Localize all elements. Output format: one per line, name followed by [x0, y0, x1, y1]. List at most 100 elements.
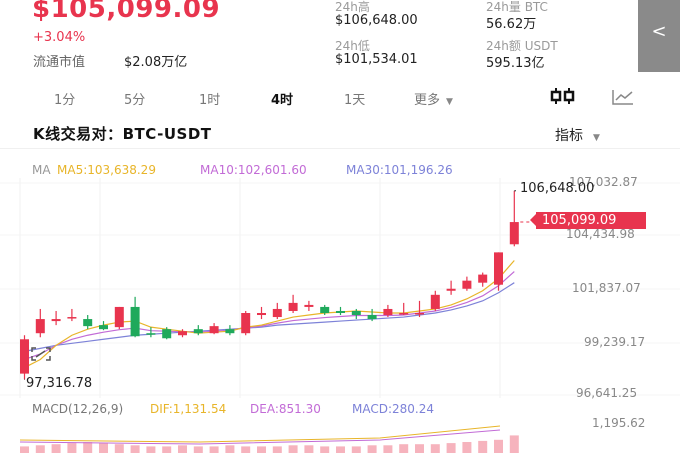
candle-body	[130, 306, 140, 337]
macd-bar	[67, 443, 77, 453]
macd-bar	[225, 445, 235, 453]
ma5-value: MA5:103,638.29	[57, 163, 156, 177]
current-price: $105,099.09	[32, 0, 221, 24]
macd-bar	[494, 439, 503, 453]
candle-body	[99, 325, 108, 330]
trading-pair: K线交易对：BTC-USDT	[33, 123, 212, 144]
ma30-value: MA30:101,196.26	[346, 163, 453, 177]
stat-24h-low-value: $101,534.01	[335, 52, 418, 67]
y-axis-label: 96,641.25	[576, 386, 638, 400]
candle-body	[257, 312, 266, 316]
candle-body	[367, 315, 377, 320]
macd-bar	[430, 444, 440, 453]
low-price-marker: 97,316.78	[26, 376, 93, 391]
macd-bar	[478, 440, 488, 453]
divider	[0, 148, 680, 149]
dif-line	[19, 425, 501, 443]
high-price-marker: 106,648.00	[520, 181, 595, 196]
macd-bar	[99, 443, 108, 453]
macd-bar	[209, 446, 219, 453]
candle-body	[351, 310, 361, 316]
macd-chart	[19, 425, 519, 453]
candle-body	[430, 294, 440, 309]
macd-bar	[257, 446, 266, 453]
candle-body	[83, 319, 93, 327]
indicator-dropdown[interactable]: 指标 ▼	[555, 125, 600, 145]
candlestick-icon[interactable]	[550, 86, 576, 110]
stat-24h-vol-label: 24h量 BTC	[486, 0, 548, 14]
macd-bar	[162, 446, 172, 453]
macd-bar	[462, 442, 472, 453]
caret-down-icon: ▼	[446, 97, 453, 107]
line-chart-icon[interactable]	[611, 88, 635, 110]
candle-body	[478, 274, 488, 283]
expand-icon[interactable]	[30, 346, 52, 366]
candle-body	[272, 308, 282, 318]
candle-body	[51, 319, 61, 322]
macd-bar	[509, 435, 519, 453]
tab-5min[interactable]: 5分	[124, 93, 146, 108]
stat-24h-amount-label: 24h额 USDT	[486, 39, 558, 53]
macd-bar	[367, 445, 377, 453]
macd-bar	[415, 444, 424, 453]
macd-bar	[193, 446, 203, 453]
tab-more[interactable]: 更多 ▼	[414, 89, 453, 108]
macd-bar	[241, 446, 251, 453]
macd-bar	[336, 446, 345, 453]
ma5-line	[24, 260, 515, 369]
candle-body	[304, 304, 314, 307]
chevron-left-icon: <	[651, 21, 667, 42]
pair-symbol: BTC-USDT	[122, 125, 212, 143]
candle-body	[178, 331, 187, 336]
stat-24h-low-label: 24h低	[335, 39, 370, 53]
tab-1day[interactable]: 1天	[344, 93, 366, 108]
macd-bar	[383, 445, 393, 453]
macd-dif: DIF:1,131.54	[150, 402, 227, 416]
macd-dea: DEA:851.30	[250, 402, 321, 416]
candle-body	[462, 280, 472, 289]
collapse-panel-button[interactable]: <	[638, 0, 680, 72]
candlestick-chart[interactable]	[0, 178, 680, 398]
ma10-line	[24, 271, 515, 361]
tab-1min[interactable]: 1分	[54, 93, 76, 108]
macd-bar	[35, 445, 45, 453]
candle-body	[288, 302, 298, 311]
candle-body	[67, 317, 77, 319]
candle-body	[162, 329, 172, 339]
ma30-line	[24, 282, 515, 352]
current-price-tag: 105,099.09	[530, 212, 646, 229]
macd-bar	[320, 446, 330, 453]
candle-body	[241, 312, 251, 334]
tab-4hour[interactable]: 4时	[271, 93, 294, 108]
dea-line	[19, 429, 501, 445]
tab-more-label: 更多	[414, 93, 441, 108]
market-cap-value: $2.08万亿	[124, 55, 188, 70]
y-axis-label: 107,032.87	[569, 175, 638, 189]
candle-body	[336, 310, 345, 313]
caret-down-icon: ▼	[593, 133, 600, 143]
macd-value: MACD:280.24	[352, 402, 435, 416]
macd-bar	[51, 444, 61, 453]
macd-axis-label: 1,195.62	[592, 416, 646, 430]
macd-bar	[83, 442, 93, 453]
candle-body	[146, 333, 156, 335]
tab-1hour[interactable]: 1时	[199, 93, 221, 108]
macd-bar	[351, 446, 361, 453]
macd-bar	[130, 445, 140, 453]
price-change: +3.04%	[33, 30, 86, 45]
macd-bar	[399, 444, 409, 453]
candle-body	[399, 312, 409, 315]
macd-bar	[304, 445, 314, 453]
market-cap-label: 流通市值	[33, 55, 86, 70]
candle-body	[114, 306, 124, 328]
candle-body	[20, 339, 29, 374]
candle-body	[320, 306, 330, 313]
candle-body	[415, 312, 424, 315]
candle-body	[209, 326, 219, 334]
candle-body	[509, 222, 519, 245]
macd-bar	[272, 446, 282, 453]
y-axis-label: 104,434.98	[566, 227, 635, 241]
y-axis-label: 99,239.17	[584, 335, 646, 349]
macd-bar	[288, 445, 298, 453]
pair-label: K线交易对：	[33, 125, 123, 143]
